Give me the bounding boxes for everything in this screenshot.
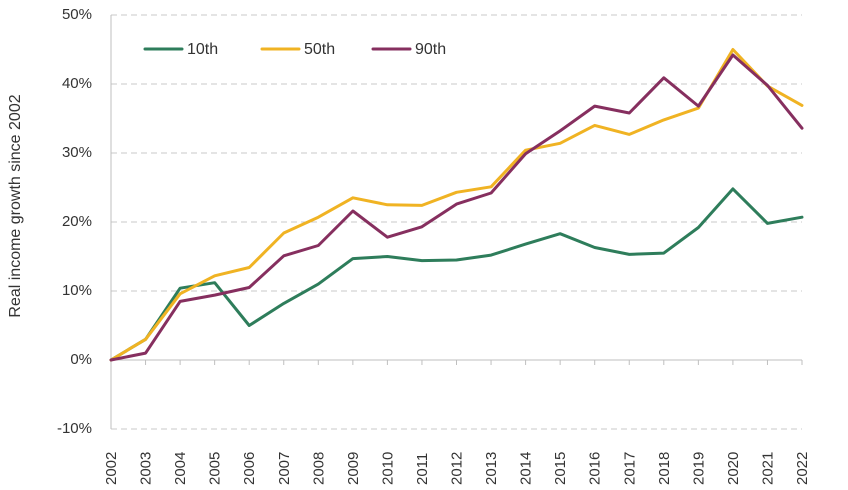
y-tick-label: -10% [57, 420, 92, 437]
x-tick-label: 2004 [172, 452, 189, 485]
x-tick-label: 2020 [725, 452, 742, 485]
series-line-10th [109, 187, 804, 362]
series-line-90th [109, 53, 804, 362]
x-tick-label: 2019 [690, 452, 707, 485]
x-tick-label: 2008 [310, 452, 327, 485]
x-tick-label: 2012 [449, 452, 466, 485]
x-tick-label: 2013 [483, 452, 500, 485]
series-lines [109, 48, 804, 362]
series-line-50th [109, 48, 804, 362]
y-tick-label: 40% [62, 75, 92, 92]
x-tick-label: 2014 [518, 452, 535, 485]
y-tick-label: 0% [70, 351, 92, 368]
x-tick-label: 2010 [379, 452, 396, 485]
gridlines [111, 14, 802, 430]
x-tick-label: 2006 [241, 452, 258, 485]
x-tick-label: 2002 [103, 452, 120, 485]
x-tick-label: 2003 [138, 452, 155, 485]
y-tick-label: 10% [62, 282, 92, 299]
x-tick-label: 2022 [794, 452, 811, 485]
axes: -10% 0% 10% 20% 30% 40% 50% 2002 2003 2004 2005 200… [57, 6, 811, 485]
legend-label-50th: 50th [304, 41, 335, 58]
legend-label-90th: 90th [415, 41, 446, 58]
x-tick-label: 2007 [276, 452, 293, 485]
y-tick-label: 20% [62, 213, 92, 230]
legend-label-10th: 10th [187, 41, 218, 58]
x-tick-label: 2009 [345, 452, 362, 485]
x-tick-label: 2011 [414, 453, 431, 485]
x-tick-label: 2015 [552, 452, 569, 485]
x-tick-label: 2017 [621, 452, 638, 485]
x-tick-label: 2021 [759, 452, 776, 485]
x-tick-label: 2016 [587, 452, 604, 485]
x-tick-label: 2018 [656, 452, 673, 485]
legend: 10th 50th 90th [143, 41, 446, 58]
y-tick-label: 50% [62, 6, 92, 23]
y-tick-label: 30% [62, 144, 92, 161]
x-tick-label: 2005 [207, 452, 224, 485]
y-axis-label: Real income growth since 2002 [7, 94, 24, 317]
